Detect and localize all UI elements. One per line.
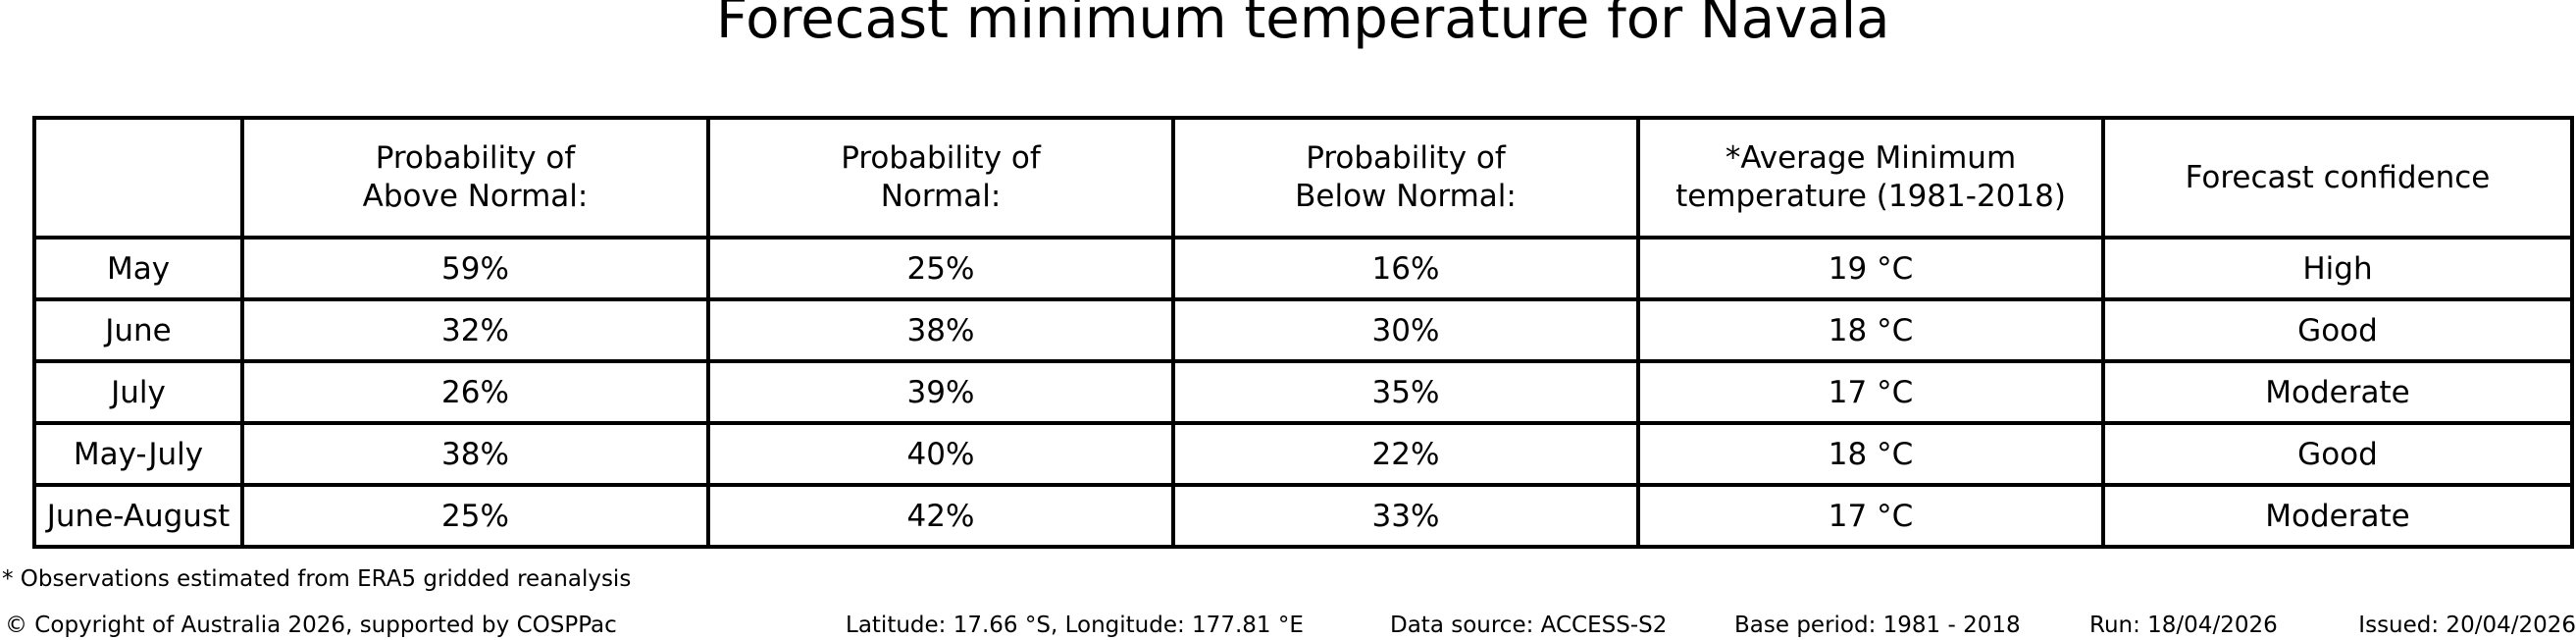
above-normal-cell: 59% (240, 236, 710, 301)
above-normal-cell: 32% (240, 297, 710, 363)
location-coordinates: Latitude: 17.66 °S, Longitude: 177.81 °E (846, 613, 1304, 638)
normal-cell: 39% (706, 359, 1175, 425)
period-cell: May-July (32, 421, 244, 487)
footnote: * Observations estimated from ERA5 gridd… (2, 566, 632, 592)
period-cell: June (32, 297, 244, 363)
avg-min-temp-cell: 17 °C (1636, 483, 2105, 549)
col-header-below-normal: Probability of Below Normal: (1171, 116, 1640, 240)
table-row-july: July 26% 39% 35% 17 °C Moderate (32, 359, 2574, 425)
issued-date-text: Issued: 20/04/2026 (2358, 613, 2576, 638)
above-normal-cell: 38% (240, 421, 710, 487)
confidence-cell: Moderate (2101, 359, 2574, 425)
header-row: Probability of Above Normal: Probability… (32, 116, 2574, 240)
below-normal-cell: 30% (1171, 297, 1640, 363)
avg-min-temp-cell: 18 °C (1636, 421, 2105, 487)
avg-min-temp-cell: 19 °C (1636, 236, 2105, 301)
table-row-june: June 32% 38% 30% 18 °C Good (32, 297, 2574, 363)
above-normal-cell: 26% (240, 359, 710, 425)
normal-cell: 25% (706, 236, 1175, 301)
below-normal-cell: 35% (1171, 359, 1640, 425)
confidence-cell: High (2101, 236, 2574, 301)
page-title: Forecast minimum temperature for Navala (716, 0, 1890, 51)
normal-cell: 42% (706, 483, 1175, 549)
normal-cell: 38% (706, 297, 1175, 363)
above-normal-cell: 25% (240, 483, 710, 549)
confidence-cell: Good (2101, 421, 2574, 487)
confidence-cell: Good (2101, 297, 2574, 363)
below-normal-cell: 33% (1171, 483, 1640, 549)
base-period-text: Base period: 1981 - 2018 (1734, 613, 2021, 638)
below-normal-cell: 16% (1171, 236, 1640, 301)
table-corner-blank (32, 116, 244, 240)
copyright-text: © Copyright of Australia 2026, supported… (5, 613, 617, 638)
col-header-average-minimum-temperature: *Average Minimum temperature (1981-2018) (1636, 116, 2105, 240)
avg-min-temp-cell: 17 °C (1636, 359, 2105, 425)
normal-cell: 40% (706, 421, 1175, 487)
col-header-normal: Probability of Normal: (706, 116, 1175, 240)
period-cell: July (32, 359, 244, 425)
table-row-may-july: May-July 38% 40% 22% 18 °C Good (32, 421, 2574, 487)
table-row-june-august: June-August 25% 42% 33% 17 °C Moderate (32, 483, 2574, 549)
forecast-table: Probability of Above Normal: Probability… (32, 116, 2574, 549)
table-row-may: May 59% 25% 16% 19 °C High (32, 236, 2574, 301)
period-cell: June-August (32, 483, 244, 549)
run-date-text: Run: 18/04/2026 (2089, 613, 2278, 638)
data-source-text: Data source: ACCESS-S2 (1390, 613, 1668, 638)
below-normal-cell: 22% (1171, 421, 1640, 487)
period-cell: May (32, 236, 244, 301)
avg-min-temp-cell: 18 °C (1636, 297, 2105, 363)
col-header-above-normal: Probability of Above Normal: (240, 116, 710, 240)
confidence-cell: Moderate (2101, 483, 2574, 549)
col-header-forecast-confidence: Forecast confidence (2101, 116, 2574, 240)
